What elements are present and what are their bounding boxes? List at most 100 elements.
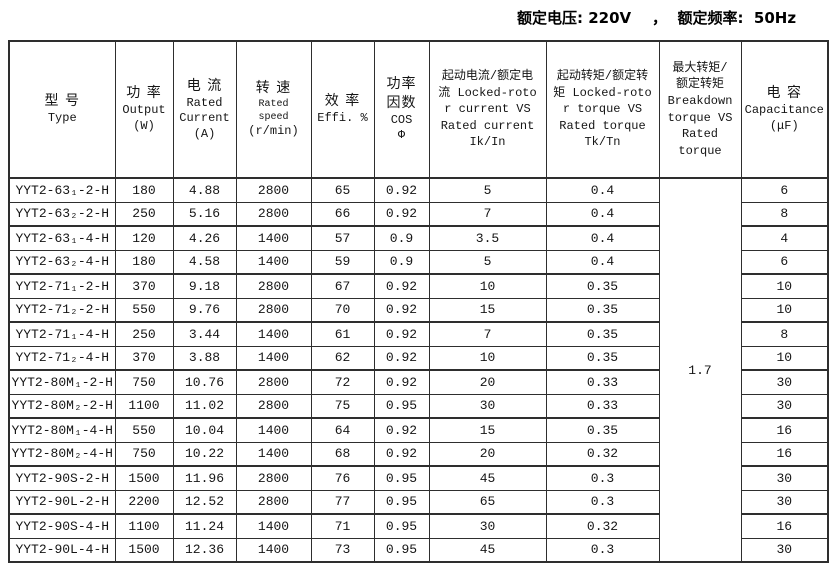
cell-output: 120: [114, 225, 174, 251]
table-body: YYT2-63₁-2-H 180 4.88 2800 65 0.92 5 0.4 1.7 6 YYT…: [8, 177, 829, 563]
cell-capacitance: 30: [740, 537, 829, 563]
cell-ik-in: 30: [428, 513, 547, 539]
cell-tk-tn: 0.3: [545, 489, 660, 515]
table-row: YYT2-80M₂-2-H 1100 11.02 2800 75 0.95 30 0.33 30: [8, 393, 829, 419]
cell-ik-in: 15: [428, 297, 547, 323]
column-header-efficiency: 效 率 Effi. %: [310, 40, 375, 179]
cell-model: YYT2-90L-2-H: [8, 489, 116, 515]
cell-ik-in: 45: [428, 537, 547, 563]
column-header-current: 电 流 Rated Current (A): [172, 40, 237, 179]
cell-speed: 2800: [235, 489, 312, 515]
cell-current: 5.16: [172, 201, 237, 227]
cell-capacitance: 10: [740, 297, 829, 323]
cell-ik-in: 30: [428, 393, 547, 419]
cell-current: 3.88: [172, 345, 237, 371]
cell-tk-tn: 0.4: [545, 201, 660, 227]
cell-capacitance: 30: [740, 393, 829, 419]
cell-effi: 72: [310, 369, 375, 395]
cell-effi: 62: [310, 345, 375, 371]
cell-tk-tn: 0.4: [545, 249, 660, 275]
header-text: 起动转矩/额定转 矩 Locked-roto r torque VS Rated…: [553, 69, 652, 150]
cell-capacitance: 8: [740, 321, 829, 347]
cell-tk-tn: 0.35: [545, 321, 660, 347]
cell-model: YYT2-90S-2-H: [8, 465, 116, 491]
cell-effi: 66: [310, 201, 375, 227]
cell-tk-tn: 0.3: [545, 537, 660, 563]
cell-speed: 2800: [235, 465, 312, 491]
cell-capacitance: 30: [740, 465, 829, 491]
column-header-capacitance: 电 容 Capacitance (μF): [740, 40, 829, 179]
cell-ik-in: 7: [428, 321, 547, 347]
header-label-zh: 功 率: [126, 85, 162, 102]
header-label-en: Output (W): [122, 103, 166, 133]
cell-cos: 0.95: [373, 489, 430, 515]
table-row: YYT2-90L-2-H 2200 12.52 2800 77 0.95 65 0.3 30: [8, 489, 829, 515]
motor-spec-table: 型 号 Type 功 率 Output (W) 电 流 Rated Current (A)…: [8, 40, 829, 563]
cell-speed: 1400: [235, 225, 312, 251]
cell-speed: 1400: [235, 417, 312, 443]
cell-current: 9.18: [172, 273, 237, 299]
cell-speed: 1400: [235, 249, 312, 275]
cell-speed: 2800: [235, 273, 312, 299]
cell-cos: 0.92: [373, 441, 430, 467]
cell-model: YYT2-80M₁-4-H: [8, 417, 116, 443]
cell-tk-tn: 0.35: [545, 273, 660, 299]
cell-effi: 68: [310, 441, 375, 467]
cell-output: 1500: [114, 465, 174, 491]
cell-tk-tn: 0.35: [545, 297, 660, 323]
cell-ik-in: 5: [428, 177, 547, 203]
cell-effi: 70: [310, 297, 375, 323]
cell-output: 370: [114, 345, 174, 371]
table-row: YYT2-80M₁-4-H 550 10.04 1400 64 0.92 15 0.35 16: [8, 417, 829, 443]
table-header: 型 号 Type 功 率 Output (W) 电 流 Rated Current (A)…: [8, 40, 829, 179]
cell-output: 1100: [114, 393, 174, 419]
cell-model: YYT2-71₁-4-H: [8, 321, 116, 347]
header-label-zh: 效 率: [324, 93, 361, 110]
table-row: YYT2-63₂-4-H 180 4.58 1400 59 0.9 5 0.4 6: [8, 249, 829, 275]
cell-cos: 0.92: [373, 273, 430, 299]
cell-current: 10.04: [172, 417, 237, 443]
cell-effi: 75: [310, 393, 375, 419]
header-label-en: Capacitance (μF): [744, 103, 824, 133]
table-row: YYT2-71₂-2-H 550 9.76 2800 70 0.92 15 0.35 10: [8, 297, 829, 323]
cell-capacitance: 30: [740, 489, 829, 515]
cell-ik-in: 45: [428, 465, 547, 491]
cell-speed: 2800: [235, 369, 312, 395]
table-row: YYT2-90L-4-H 1500 12.36 1400 73 0.95 45 0.3 30: [8, 537, 829, 563]
cell-cos: 0.95: [373, 513, 430, 539]
cell-output: 550: [114, 297, 174, 323]
cell-ik-in: 10: [428, 345, 547, 371]
cell-capacitance: 16: [740, 441, 829, 467]
cell-output: 1500: [114, 537, 174, 563]
cell-current: 12.52: [172, 489, 237, 515]
cell-cos: 0.9: [373, 225, 430, 251]
cell-model: YYT2-63₂-4-H: [8, 249, 116, 275]
cell-current: 4.88: [172, 177, 237, 203]
cell-output: 180: [114, 249, 174, 275]
cell-output: 2200: [114, 489, 174, 515]
column-header-speed: 转 速 Rated speed (r/min): [235, 40, 312, 179]
cell-ik-in: 7: [428, 201, 547, 227]
header-label-en: Rated Current (A): [179, 95, 230, 141]
cell-tk-tn: 0.4: [545, 177, 660, 203]
cell-tk-tn: 0.35: [545, 417, 660, 443]
header-text: 最大转矩/ 额定转矩 Breakdown torque VS Rated tor…: [667, 60, 733, 158]
cell-model: YYT2-90L-4-H: [8, 537, 116, 563]
cell-model: YYT2-80M₁-2-H: [8, 369, 116, 395]
header-label-zh: 功率 因数: [386, 76, 417, 111]
cell-cos: 0.95: [373, 393, 430, 419]
rating-caption: 额定电压: 220V ， 额定频率: 50Hz: [517, 9, 797, 27]
cell-effi: 64: [310, 417, 375, 443]
cell-model: YYT2-63₁-4-H: [8, 225, 116, 251]
header-label-zh: 电 流: [186, 77, 223, 94]
table-row: YYT2-63₁-4-H 120 4.26 1400 57 0.9 3.5 0.4 4: [8, 225, 829, 251]
cell-current: 4.26: [172, 225, 237, 251]
cell-effi: 73: [310, 537, 375, 563]
header-label-en-small: Rated speed: [258, 99, 289, 124]
cell-model: YYT2-80M₂-4-H: [8, 441, 116, 467]
cell-speed: 1400: [235, 513, 312, 539]
cell-tk-tn: 0.3: [545, 465, 660, 491]
cell-cos: 0.95: [373, 465, 430, 491]
cell-capacitance: 4: [740, 225, 829, 251]
cell-effi: 71: [310, 513, 375, 539]
